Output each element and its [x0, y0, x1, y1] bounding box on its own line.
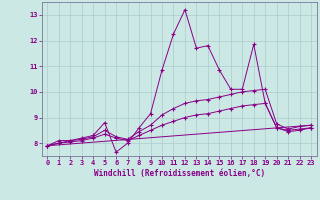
X-axis label: Windchill (Refroidissement éolien,°C): Windchill (Refroidissement éolien,°C) [94, 169, 265, 178]
